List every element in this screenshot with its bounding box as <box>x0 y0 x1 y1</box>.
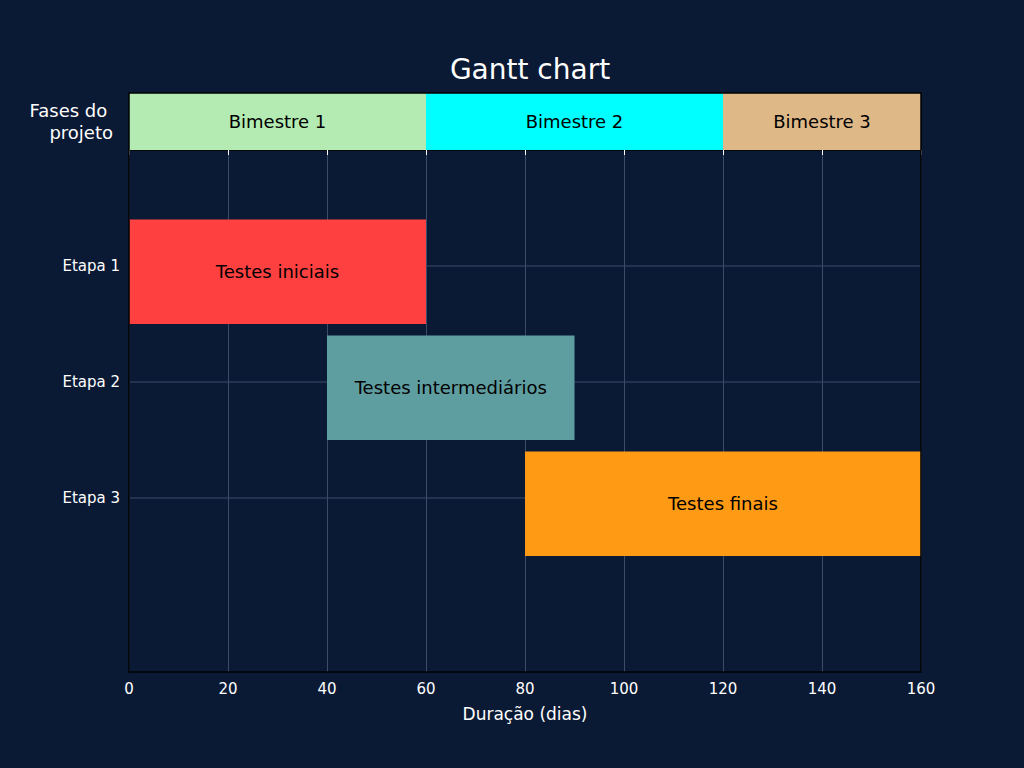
svg-text:Etapa 3: Etapa 3 <box>62 489 120 507</box>
svg-text:100: 100 <box>610 680 639 698</box>
svg-text:Etapa 1: Etapa 1 <box>62 257 120 275</box>
svg-text:Bimestre 3: Bimestre 3 <box>773 111 871 132</box>
svg-text:Etapa 2: Etapa 2 <box>62 373 120 391</box>
svg-text:Duração (dias): Duração (dias) <box>463 704 588 724</box>
svg-text:20: 20 <box>218 680 237 698</box>
svg-text:Fases do: Fases do <box>30 100 113 121</box>
svg-text:Bimestre 1: Bimestre 1 <box>229 111 327 132</box>
svg-text:80: 80 <box>515 680 534 698</box>
svg-text:Gantt chart: Gantt chart <box>450 53 610 86</box>
svg-text:Bimestre 2: Bimestre 2 <box>526 111 624 132</box>
svg-text:Testes intermediários: Testes intermediários <box>354 377 547 398</box>
svg-text:Testes finais: Testes finais <box>667 493 778 514</box>
svg-text:0: 0 <box>124 680 134 698</box>
svg-text:160: 160 <box>907 680 936 698</box>
svg-text:140: 140 <box>808 680 837 698</box>
svg-text:120: 120 <box>709 680 738 698</box>
svg-text:60: 60 <box>416 680 435 698</box>
svg-text:Testes iniciais: Testes iniciais <box>215 261 339 282</box>
svg-text:projeto: projeto <box>49 122 113 143</box>
svg-text:40: 40 <box>317 680 336 698</box>
